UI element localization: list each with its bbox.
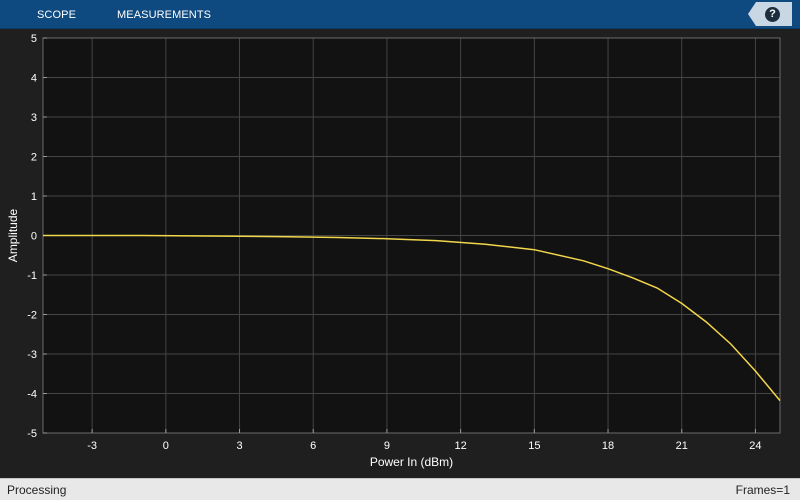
x-tick-label: 9 xyxy=(384,440,390,452)
y-tick-label: 5 xyxy=(31,33,37,45)
y-tick-label: 3 xyxy=(31,112,37,124)
y-tick-label: 0 xyxy=(31,231,37,243)
series-line xyxy=(43,234,781,402)
y-tick-label: -4 xyxy=(27,389,37,401)
status-processing: Processing xyxy=(7,483,67,497)
status-frames: Frames=1 xyxy=(735,483,790,497)
y-axis-label: Amplitude xyxy=(6,209,20,263)
tab-measurements[interactable]: MEASUREMENTS xyxy=(117,9,212,21)
x-tick-label: 24 xyxy=(749,440,761,452)
help-icon[interactable]: ? xyxy=(765,7,780,22)
x-tick-label: 18 xyxy=(602,440,614,452)
y-tick-label: 2 xyxy=(31,152,37,164)
toolstrip: SCOPE MEASUREMENTS ? xyxy=(0,0,800,29)
x-tick-label: 0 xyxy=(163,440,169,452)
status-bar: Processing Frames=1 xyxy=(0,478,800,500)
x-tick-label: 21 xyxy=(676,440,688,452)
grid-lines xyxy=(43,38,780,433)
x-tick-label: 3 xyxy=(236,440,242,452)
y-tick-label: -1 xyxy=(27,270,37,282)
y-tick-label: -3 xyxy=(27,349,37,361)
x-tick-label: 12 xyxy=(455,440,467,452)
x-axis-label: Power In (dBm) xyxy=(370,455,453,469)
y-tick-label: -5 xyxy=(27,428,37,440)
x-tick-label: -3 xyxy=(87,440,97,452)
help-panel: ? xyxy=(748,2,792,26)
y-tick-label: 1 xyxy=(31,191,37,203)
scope-plot-area: -3 0 3 6 9 12 15 18 21 24 5 4 3 2 1 0 -1 -2 -3 -4 -5 Power I… xyxy=(0,29,800,478)
y-tick-label: 4 xyxy=(31,73,37,85)
y-tick-label: -2 xyxy=(27,310,37,322)
tab-scope[interactable]: SCOPE xyxy=(37,9,77,21)
x-tick-label: 6 xyxy=(310,440,316,452)
x-tick-label: 15 xyxy=(528,440,540,452)
